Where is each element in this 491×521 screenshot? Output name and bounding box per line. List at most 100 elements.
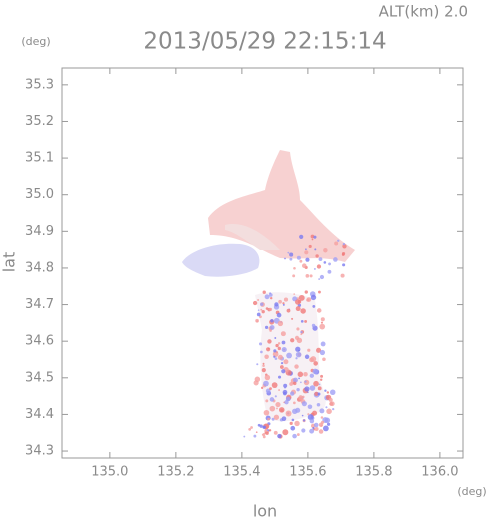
plot-frame	[61, 67, 464, 459]
speckle	[264, 325, 269, 329]
speckle	[273, 355, 276, 358]
speckle	[325, 406, 328, 409]
speckle	[318, 278, 321, 280]
speckle	[295, 351, 302, 358]
speckle	[256, 363, 259, 366]
speckle	[328, 397, 333, 402]
speckle	[292, 433, 297, 439]
speckle	[337, 239, 340, 242]
speckle	[281, 347, 287, 353]
speckle	[342, 242, 346, 246]
speckle	[313, 235, 317, 239]
x-tick-label: 135.8	[355, 465, 392, 480]
speckle	[275, 402, 281, 408]
y-tick-label: 35.2	[25, 114, 54, 129]
speckle	[305, 274, 310, 278]
speckle	[291, 418, 295, 422]
speckle	[289, 252, 294, 257]
speckle	[291, 317, 294, 320]
speckle	[256, 320, 259, 323]
x-tick-label: 135.0	[91, 465, 128, 480]
speckle	[308, 244, 312, 249]
speckle	[253, 434, 257, 438]
speckle	[296, 327, 300, 331]
speckle	[294, 299, 301, 305]
speckle	[280, 361, 284, 365]
speckle	[303, 379, 310, 386]
y-tick-label: 34.5	[25, 370, 54, 385]
speckle	[284, 257, 286, 260]
speckle	[319, 408, 325, 414]
speckle	[310, 294, 317, 301]
speckle	[292, 274, 296, 278]
speckle	[276, 407, 278, 410]
speckle	[287, 251, 290, 254]
speckle	[300, 333, 303, 336]
speckle	[261, 368, 266, 373]
speckle	[312, 368, 319, 375]
negative-region	[182, 243, 260, 277]
speckle	[256, 312, 261, 317]
speckle	[304, 319, 308, 323]
y-tick-label: 34.9	[25, 224, 54, 239]
speckle	[299, 234, 304, 239]
speckle	[316, 264, 322, 269]
speckle	[265, 431, 269, 435]
speckle	[274, 302, 279, 307]
speckle	[258, 342, 263, 346]
speckle	[262, 364, 265, 368]
speckle	[326, 422, 331, 426]
speckle	[282, 302, 285, 305]
speckle	[298, 294, 305, 301]
speckle	[300, 319, 304, 323]
speckle	[320, 317, 325, 322]
speckle	[283, 297, 289, 302]
speckle	[271, 382, 278, 389]
speckle	[324, 389, 327, 392]
speckle	[265, 388, 271, 394]
speckle	[257, 298, 260, 301]
speckle	[279, 365, 284, 369]
speckle	[282, 303, 285, 306]
speckle	[262, 435, 266, 439]
speckle	[259, 424, 263, 428]
speckle	[309, 418, 315, 424]
speckle	[269, 405, 276, 412]
speckle	[281, 340, 286, 345]
speckle	[340, 273, 345, 278]
speckle	[263, 380, 269, 387]
speckle	[262, 290, 266, 294]
speckle	[320, 321, 323, 324]
chart-subtitle: ALT(km) 2.0	[379, 3, 468, 21]
speckle	[329, 389, 336, 395]
speckle	[318, 383, 321, 386]
speckle	[321, 420, 325, 424]
speckle	[277, 433, 282, 439]
speckle	[268, 307, 273, 311]
speckle	[301, 263, 307, 269]
speckle	[294, 364, 299, 369]
speckle	[313, 422, 319, 428]
speckle	[281, 416, 287, 421]
speckle	[296, 433, 300, 436]
speckle	[295, 346, 301, 352]
speckle	[267, 417, 270, 421]
speckle	[307, 348, 311, 352]
speckle	[296, 297, 300, 300]
speckle	[296, 337, 303, 344]
speckle	[250, 426, 253, 429]
speckle	[274, 337, 277, 339]
speckle	[248, 428, 252, 431]
speckle	[271, 417, 275, 421]
speckle	[326, 391, 330, 394]
speckle	[293, 377, 298, 383]
speckle	[278, 389, 280, 391]
speckle	[266, 347, 271, 352]
speckle	[293, 401, 296, 405]
speckle	[318, 257, 323, 261]
speckle	[274, 357, 278, 360]
y-tick-label: 34.6	[25, 334, 54, 349]
speckle	[342, 263, 346, 267]
speckle	[254, 376, 261, 383]
